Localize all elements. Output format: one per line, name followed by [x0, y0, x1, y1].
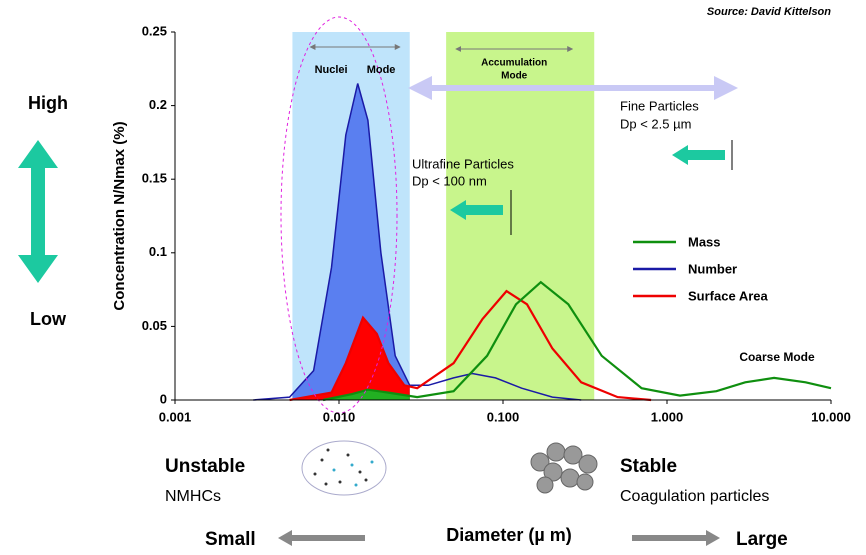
- unstable-icon: [301, 440, 387, 496]
- band-label: Nuclei: [315, 64, 348, 76]
- high-label: High: [28, 93, 68, 113]
- fills: [292, 83, 410, 400]
- x-tick-label: 1.000: [651, 409, 684, 424]
- series-line: [253, 83, 582, 401]
- y-axis-label: Concentration N/Nmax (%): [111, 121, 128, 310]
- stable-icon: [530, 442, 598, 494]
- series-fill: [292, 317, 410, 400]
- nmhcs-label: NMHCs: [165, 488, 221, 505]
- y-tick-label: 0.25: [142, 23, 167, 38]
- low-label: Low: [30, 309, 67, 329]
- band-label: Mode: [367, 64, 396, 76]
- coarse-label: Coarse Mode: [739, 350, 815, 364]
- series-fill: [292, 83, 410, 400]
- coagulation-label: Coagulation particles: [620, 488, 769, 505]
- legend-label: Surface Area: [688, 288, 768, 303]
- y-tick-label: 0.05: [142, 318, 167, 333]
- ultrafine-label: Dp < 100 nm: [412, 173, 487, 188]
- series-line: [289, 289, 652, 402]
- ultrafine-label: Ultrafine Particles: [412, 156, 514, 171]
- band-label: Accumulation: [481, 58, 547, 69]
- fine-label: Dp < 2.5 µm: [620, 116, 691, 131]
- legend-label: Number: [688, 261, 737, 276]
- nuclei-ellipse: [280, 16, 398, 414]
- x-tick-label: 10.000: [811, 409, 851, 424]
- high-low-arrow: [18, 140, 58, 283]
- fine-arrow: [672, 145, 725, 165]
- unstable-label: Unstable: [165, 456, 245, 477]
- x-tick-label: 0.001: [159, 409, 192, 424]
- small-label: Small: [205, 529, 256, 550]
- large-arrow: [632, 530, 720, 546]
- y-tick-label: 0.2: [149, 97, 167, 112]
- series-fill: [323, 389, 410, 400]
- ultrafine-arrow: [450, 200, 503, 220]
- y-tick-label: 0: [160, 391, 167, 406]
- stable-label: Stable: [620, 456, 677, 477]
- large-label: Large: [736, 529, 788, 550]
- y-tick-label: 0.15: [142, 171, 167, 186]
- fine-label: Fine Particles: [620, 98, 699, 113]
- x-tick-label: 0.100: [487, 409, 520, 424]
- y-tick-label: 0.1: [149, 244, 167, 259]
- series-line: [322, 280, 832, 402]
- x-axis-label: Diameter (µ m): [446, 525, 571, 545]
- small-arrow: [278, 530, 365, 546]
- band-label: Mode: [501, 71, 528, 82]
- lines: [253, 83, 832, 402]
- x-tick-label: 0.010: [323, 409, 356, 424]
- source: Source: David Kittelson: [707, 6, 831, 18]
- legend-label: Mass: [688, 234, 721, 249]
